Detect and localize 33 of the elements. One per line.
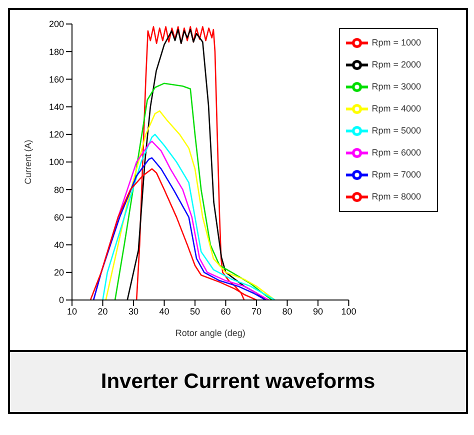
x-tick-label: 10 (66, 306, 78, 316)
legend-label: Rpm = 1000 (372, 37, 421, 48)
legend-label: Rpm = 7000 (372, 169, 421, 180)
y-tick-label: 200 (48, 19, 64, 30)
y-tick-label: 80 (54, 184, 64, 195)
legend-label: Rpm = 8000 (372, 191, 421, 202)
legend-label: Rpm = 6000 (372, 147, 421, 158)
legend-label: Rpm = 5000 (372, 125, 421, 136)
x-tick-label: 60 (220, 306, 231, 316)
y-tick-label: 140 (48, 102, 64, 112)
y-axis-title: Current (A) (23, 140, 34, 184)
x-tick-label: 40 (159, 306, 170, 316)
y-tick-label: 40 (54, 240, 64, 250)
x-tick-label: 80 (282, 306, 292, 316)
x-tick-label: 50 (190, 306, 200, 316)
y-tick-label: 60 (54, 212, 64, 222)
x-tick-label: 90 (312, 306, 323, 316)
text: Inverter Current waveforms (100, 370, 376, 394)
y-tick-label: 20 (54, 268, 64, 278)
y-tick-label: 160 (48, 74, 64, 84)
x-tick-label: 30 (128, 306, 138, 316)
x-axis-title: Rotor angle (deg) (175, 328, 246, 338)
y-tick-label: 180 (48, 46, 64, 57)
y-tick-label: 100 (48, 157, 64, 168)
x-tick-label: 70 (251, 306, 262, 316)
legend-label: Rpm = 3000 (372, 81, 421, 92)
x-tick-label: 100 (341, 306, 356, 316)
x-tick-label: 20 (98, 306, 108, 316)
line-series (114, 82, 272, 300)
legend-label: Rpm = 2000 (372, 59, 421, 70)
y-tick-label: 120 (48, 130, 64, 140)
legend-label: Rpm = 4000 (372, 103, 421, 114)
y-tick-label: 0 (58, 295, 64, 306)
